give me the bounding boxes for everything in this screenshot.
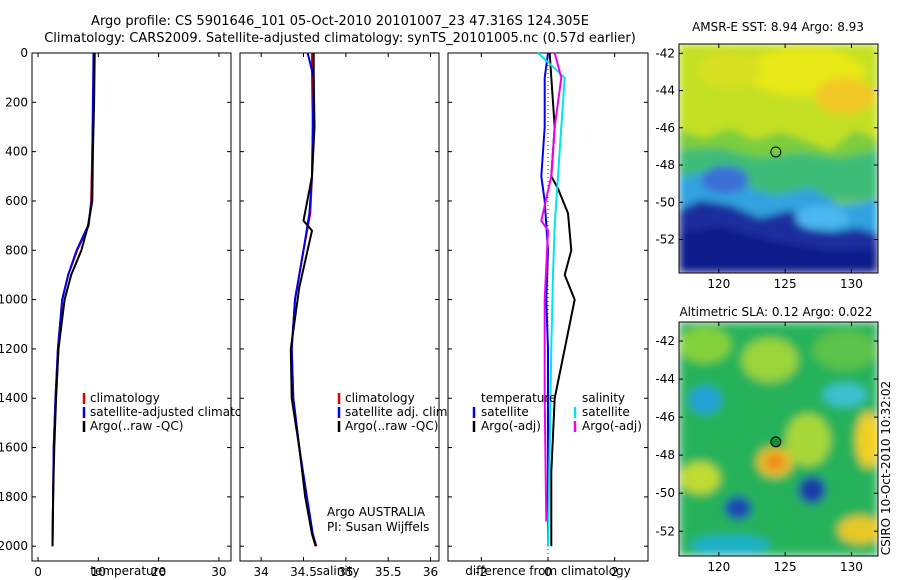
salinity-panel: 34 34.5 35 35.5 36 salinity climatology sate… (239, 52, 451, 579)
map-x-tick-label: 125 (774, 560, 797, 574)
sla-map-panel: Altimetric SLA: 0.12 Argo: 0.022 (655, 305, 879, 574)
csiro-timestamp-label: CSIRO 10-Oct-2010 10:32:02 (879, 381, 893, 555)
x-tick-label: 0 (34, 565, 42, 579)
legend-label: Argo(-adj) (481, 419, 541, 433)
sst-map-axes: -42 -44 -46 -48 -50 -52 120 125 130 (655, 44, 878, 291)
argo-position-marker (770, 436, 782, 448)
map-y-tick-label: -50 (655, 195, 675, 209)
difference-series (537, 52, 576, 547)
x-tick-label: 0 (544, 565, 552, 579)
legend-label: satellite-adjusted climatology (90, 405, 268, 419)
map-y-tick-label: -48 (655, 158, 675, 172)
sst-map-title: AMSR-E SST: 8.94 Argo: 8.93 (692, 20, 864, 34)
y-tick-label: 2000 (0, 539, 28, 553)
map-y-tick-label: -46 (655, 410, 675, 424)
x-tick-label: 20 (151, 565, 166, 579)
legend-label: Argo(..raw -QC) (345, 419, 438, 433)
legend-label: satellite adj. clim. (345, 405, 451, 419)
series-line-argo-raw-qc- (51, 52, 96, 547)
salinity-plot-frame (239, 52, 440, 562)
temperature-panel: 0 200 400 600 800 1000 1200 1400 1600 1800 2000 0 1… (0, 46, 268, 579)
map-y-tick-label: -48 (655, 448, 675, 462)
map-x-tick-label: 130 (840, 277, 863, 291)
title-line1: Argo profile: CS 5901646_101 05-Oct-2010… (91, 14, 589, 29)
legend-label: climatology (345, 391, 415, 405)
y-tick-label: 600 (5, 194, 28, 208)
x-tick-label: 10 (91, 565, 106, 579)
sla-map-markers (770, 436, 782, 448)
sla-map-axes: -42 -44 -46 -48 -50 -52 120 125 130 (655, 322, 878, 574)
map-y-tick-label: -46 (655, 121, 675, 135)
y-tick-label: 0 (20, 46, 28, 60)
sst-map-panel: AMSR-E SST: 8.94 Argo: 8.93 -42 -44 -46 -48… (655, 20, 879, 291)
sla-map-title: Altimetric SLA: 0.12 Argo: 0.022 (679, 305, 872, 319)
map-x-tick-label: 120 (707, 560, 730, 574)
map-x-tick-label: 130 (840, 560, 863, 574)
salinity-y-axis (240, 52, 439, 547)
title-line2: Climatology: CARS2009. Satellite-adjuste… (44, 31, 636, 46)
map-y-tick-label: -42 (655, 334, 675, 348)
temperature-series (51, 52, 96, 547)
difference-y-axis (448, 52, 648, 547)
temperature-xlabel: temperature (90, 564, 165, 578)
legend-label: climatology (90, 391, 160, 405)
x-tick-label: 34 (254, 565, 269, 579)
salinity-xlabel: salinity (316, 564, 359, 578)
temperature-plot-frame (31, 52, 232, 562)
map-y-tick-label: -44 (655, 372, 675, 386)
salinity-legend: climatology satellite adj. clim. Argo(..… (337, 391, 451, 433)
x-tick-label: 2 (611, 565, 619, 579)
sst-map-markers (770, 146, 782, 158)
sst-heatmap (679, 44, 878, 273)
y-tick-label: 200 (5, 95, 28, 109)
series-line-argo-raw-qc- (289, 53, 318, 547)
x-tick-label: 35 (338, 565, 353, 579)
legend-header-salinity: salinity (582, 391, 625, 405)
series-line-satellite (537, 52, 566, 547)
temperature-y-axis: 0 200 400 600 800 1000 1200 1400 1600 1800 2000 (0, 46, 231, 553)
legend-label: Argo(..raw -QC) (90, 419, 183, 433)
series-line-satellite (540, 52, 549, 547)
y-tick-label: 1200 (0, 342, 28, 356)
argo-position-marker (770, 146, 782, 158)
y-tick-label: 1600 (0, 441, 28, 455)
x-tick-label: 30 (211, 565, 226, 579)
sla-heatmap (679, 322, 878, 556)
x-tick-label: 34.5 (290, 565, 317, 579)
y-tick-label: 1000 (0, 293, 28, 307)
map-y-tick-label: -52 (655, 524, 675, 538)
map-y-tick-label: -50 (655, 486, 675, 500)
x-tick-label: 35.5 (375, 565, 402, 579)
x-tick-label: 36 (423, 565, 438, 579)
sla-map-frame (678, 321, 879, 557)
y-tick-label: 1400 (0, 391, 28, 405)
map-y-tick-label: -44 (655, 84, 675, 98)
float-agency-annotation: Argo AUSTRALIA (327, 505, 426, 519)
temperature-x-axis: 0 10 20 30 (34, 53, 227, 579)
series-line-satellite-adj-clim- (290, 52, 318, 547)
sst-map-frame (678, 43, 879, 274)
float-pi-annotation: PI: Susan Wijffels (327, 520, 429, 534)
legend-label: satellite (582, 405, 630, 419)
y-tick-label: 800 (5, 243, 28, 257)
map-y-tick-label: -42 (655, 46, 675, 60)
difference-legend: temperature satellite Argo(-adj) salinit… (472, 391, 642, 433)
map-x-tick-label: 125 (774, 277, 797, 291)
map-x-tick-label: 120 (707, 277, 730, 291)
series-line-argo-adj- (540, 52, 563, 522)
difference-panel: -2 0 2 difference from climatology tempera… (447, 52, 649, 579)
salinity-x-axis: 34 34.5 35 35.5 36 (254, 53, 438, 579)
map-y-tick-label: -52 (655, 232, 675, 246)
temperature-legend: climatology satellite-adjusted climatolo… (82, 391, 268, 433)
legend-header-temperature: temperature (481, 391, 556, 405)
difference-xlabel: difference from climatology (465, 564, 631, 578)
legend-label: Argo(-adj) (582, 419, 642, 433)
y-tick-label: 1800 (0, 490, 28, 504)
salinity-series (289, 52, 318, 547)
legend-label: satellite (481, 405, 529, 419)
x-tick-label: -2 (475, 565, 487, 579)
y-tick-label: 400 (5, 145, 28, 159)
